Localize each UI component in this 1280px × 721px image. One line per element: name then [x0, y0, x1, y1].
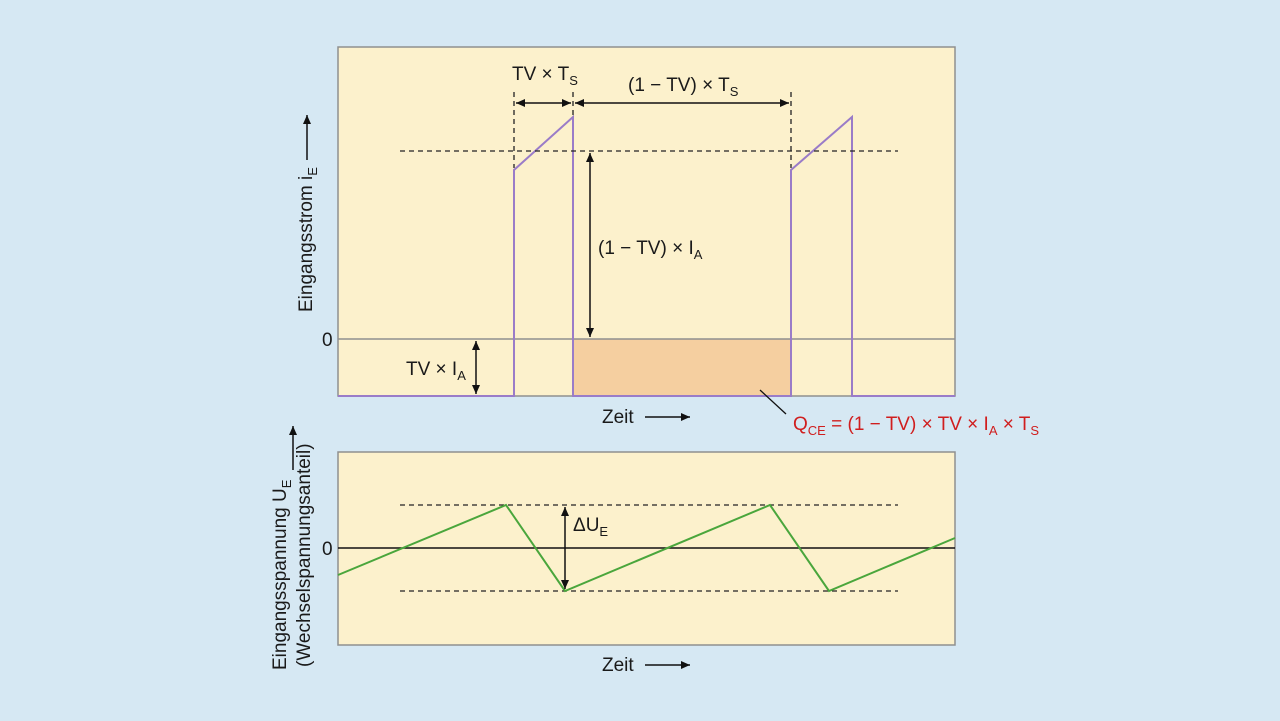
peak-current-label: (1 − TV) × IA [598, 238, 703, 262]
charge-area [573, 339, 791, 396]
bottom-y-axis-label: Eingangsspannung UE [270, 479, 294, 670]
input-voltage-trace [337, 503, 956, 593]
top-zero-label: 0 [322, 330, 333, 351]
bottom-zero-label: 0 [322, 539, 333, 560]
negative-current-label: TV × IA [406, 359, 466, 383]
charge-formula: QCE = (1 − TV) × TV × IA × TS [793, 414, 1039, 438]
top-x-axis-label: Zeit [602, 407, 634, 428]
top-y-axis-label: Eingangsstrom iE [296, 167, 320, 312]
bottom-y-axis-label-2: (Wechselspannungsanteil) [294, 443, 315, 667]
input-voltage-plot: Eingangsspannung UE (Wechselspannungsant… [270, 426, 956, 676]
input-current-plot: Eingangsstrom iE 0 TV × TS (1 − TV) × TS… [296, 46, 1039, 438]
bottom-x-axis-label: Zeit [602, 655, 634, 676]
ripple-label: ΔUE [573, 515, 608, 539]
off-time-label: (1 − TV) × TS [628, 75, 739, 99]
charge-leader-line [759, 389, 787, 415]
input-current-trace [338, 114, 955, 397]
on-time-label: TV × TS [512, 64, 578, 88]
